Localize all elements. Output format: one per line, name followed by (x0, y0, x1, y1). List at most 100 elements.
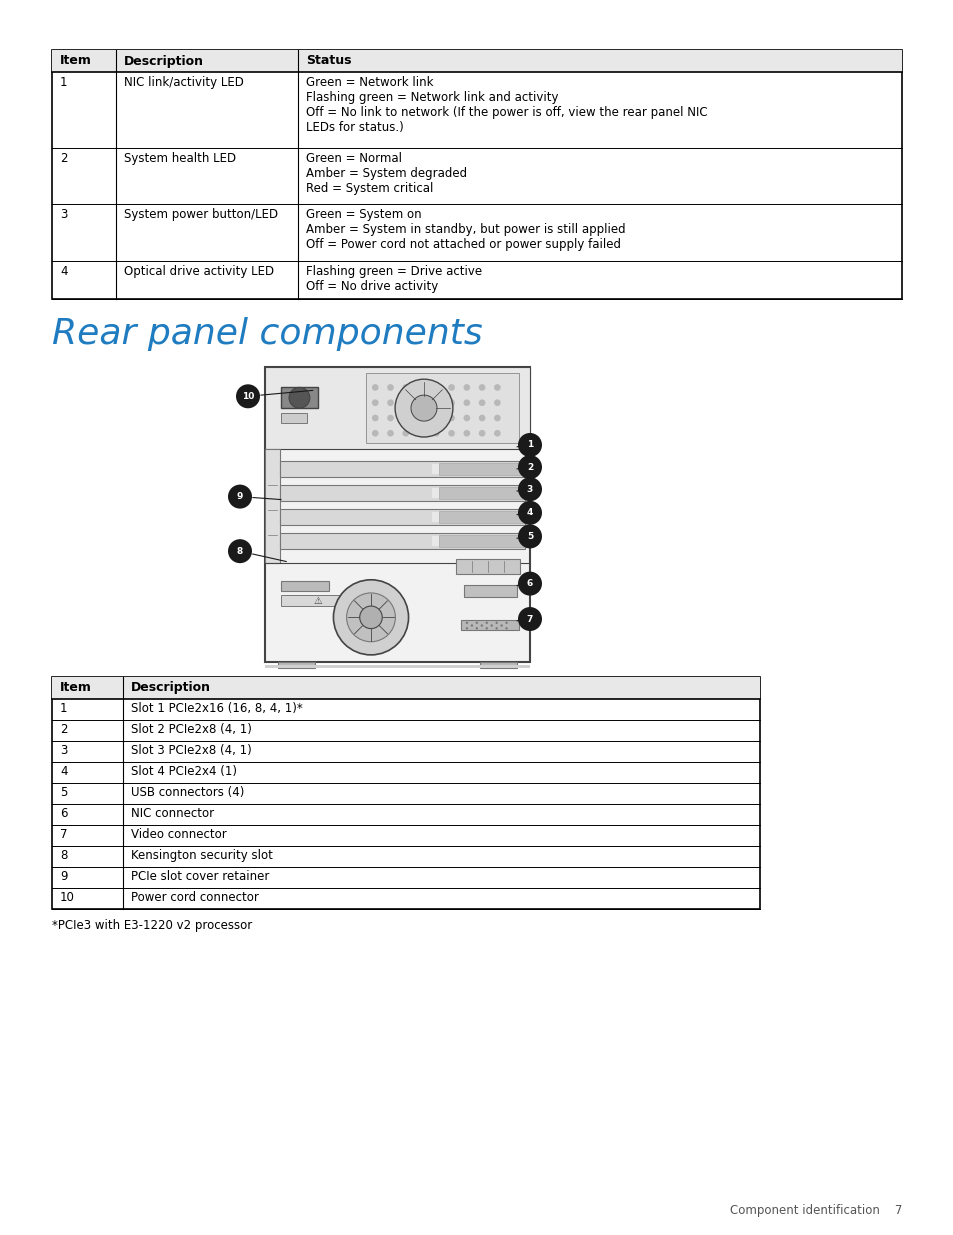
Bar (279, 484, 524, 501)
Bar (279, 509, 524, 525)
Text: Description: Description (124, 54, 204, 68)
Bar (265, 450, 279, 563)
Text: Video connector: Video connector (131, 827, 226, 841)
Circle shape (417, 430, 424, 437)
Circle shape (433, 415, 439, 421)
Bar (280, 580, 328, 590)
Bar (479, 662, 517, 668)
Circle shape (411, 395, 436, 421)
Circle shape (448, 384, 455, 390)
Bar (279, 461, 524, 477)
Circle shape (372, 384, 378, 390)
Circle shape (465, 627, 468, 630)
Circle shape (235, 384, 260, 409)
Circle shape (402, 384, 409, 390)
Text: System health LED: System health LED (124, 152, 235, 164)
Circle shape (517, 572, 541, 595)
Text: 3: 3 (60, 743, 68, 757)
Circle shape (387, 399, 394, 406)
Bar (265, 367, 530, 450)
Circle shape (494, 415, 500, 421)
Text: System power button/LED: System power button/LED (124, 209, 277, 221)
Circle shape (433, 430, 439, 437)
Circle shape (465, 621, 468, 624)
Bar (280, 412, 307, 422)
Bar (460, 620, 518, 630)
Text: 9: 9 (60, 869, 68, 883)
Circle shape (478, 399, 485, 406)
Bar (52, 49, 901, 299)
Text: Kensington security slot: Kensington security slot (131, 848, 273, 862)
Circle shape (448, 399, 455, 406)
Bar (52, 677, 760, 699)
Circle shape (517, 525, 541, 548)
Bar (431, 513, 438, 522)
Circle shape (463, 399, 470, 406)
Text: *PCIe3 with E3-1220 v2 processor: *PCIe3 with E3-1220 v2 processor (52, 919, 252, 931)
Circle shape (228, 484, 252, 509)
Circle shape (478, 430, 485, 437)
Text: NIC connector: NIC connector (131, 806, 213, 820)
Circle shape (485, 621, 487, 624)
Text: 8: 8 (60, 848, 68, 862)
Circle shape (448, 430, 455, 437)
Text: 4: 4 (526, 509, 533, 517)
Circle shape (387, 384, 394, 390)
Circle shape (346, 593, 395, 642)
Text: Slot 4 PCIe2x4 (1): Slot 4 PCIe2x4 (1) (131, 764, 236, 778)
Text: Slot 1 PCIe2x16 (16, 8, 4, 1)*: Slot 1 PCIe2x16 (16, 8, 4, 1)* (131, 701, 302, 715)
Circle shape (500, 625, 502, 626)
Bar (365, 373, 518, 443)
Circle shape (517, 501, 541, 525)
Text: ⚠: ⚠ (314, 595, 322, 605)
Circle shape (476, 627, 477, 630)
Circle shape (476, 621, 477, 624)
Text: 3: 3 (526, 484, 533, 494)
Text: NIC link/activity LED: NIC link/activity LED (124, 77, 243, 89)
Text: 7: 7 (60, 827, 68, 841)
Circle shape (402, 430, 409, 437)
Bar (279, 532, 524, 550)
Circle shape (402, 399, 409, 406)
Text: Description: Description (131, 682, 211, 694)
Circle shape (417, 384, 424, 390)
Circle shape (517, 477, 541, 501)
Bar (52, 49, 901, 72)
Circle shape (517, 456, 541, 479)
Circle shape (417, 415, 424, 421)
Text: Rear panel components: Rear panel components (52, 317, 482, 351)
Circle shape (463, 430, 470, 437)
Text: 8: 8 (236, 547, 243, 556)
Circle shape (372, 415, 378, 421)
Circle shape (490, 625, 493, 626)
Text: Green = Normal
Amber = System degraded
Red = System critical: Green = Normal Amber = System degraded R… (306, 152, 467, 195)
Text: USB connectors (4): USB connectors (4) (131, 785, 244, 799)
Text: Slot 2 PCIe2x8 (4, 1): Slot 2 PCIe2x8 (4, 1) (131, 722, 252, 736)
Text: 2: 2 (60, 152, 68, 164)
Text: Item: Item (60, 682, 91, 694)
Circle shape (478, 384, 485, 390)
Bar (280, 388, 317, 408)
Circle shape (228, 540, 252, 563)
Text: Flashing green = Drive active
Off = No drive activity: Flashing green = Drive active Off = No d… (306, 266, 482, 293)
Circle shape (495, 621, 497, 624)
Circle shape (485, 627, 487, 630)
Bar (463, 584, 517, 597)
Circle shape (478, 415, 485, 421)
Circle shape (402, 415, 409, 421)
Text: 5: 5 (526, 532, 533, 541)
Circle shape (495, 627, 497, 630)
Text: 6: 6 (60, 806, 68, 820)
Circle shape (395, 379, 453, 437)
Circle shape (470, 625, 473, 626)
Text: 3: 3 (60, 209, 68, 221)
Bar (438, 463, 524, 474)
Text: PCIe slot cover retainer: PCIe slot cover retainer (131, 869, 269, 883)
Text: 9: 9 (236, 492, 243, 501)
Bar (431, 488, 438, 498)
Circle shape (494, 430, 500, 437)
Bar (278, 662, 315, 668)
Text: Optical drive activity LED: Optical drive activity LED (124, 266, 274, 278)
Circle shape (505, 621, 507, 624)
Text: 7: 7 (526, 615, 533, 624)
